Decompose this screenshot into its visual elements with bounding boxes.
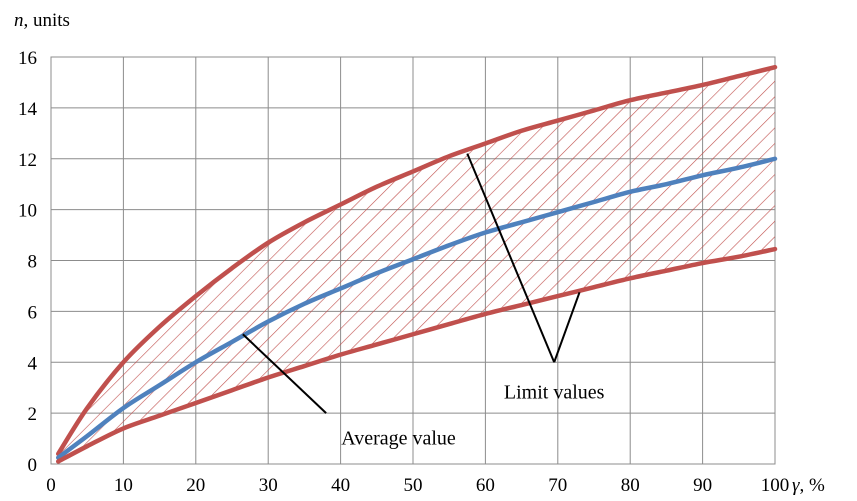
- x-tick-label-50: 50: [404, 475, 423, 496]
- x-axis-unit: , %: [800, 475, 826, 496]
- x-tick-label-40: 40: [331, 475, 350, 496]
- x-axis-symbol: γ: [792, 475, 800, 496]
- y-tick-label-6: 6: [28, 302, 38, 323]
- y-tick-label-10: 10: [18, 201, 37, 222]
- annotation-leader-0-0: [242, 333, 327, 414]
- x-tick-label-60: 60: [476, 475, 495, 496]
- annotation-average-value: Average value: [341, 427, 456, 449]
- x-tick-label-80: 80: [621, 475, 640, 496]
- y-tick-label-8: 8: [28, 252, 38, 273]
- y-axis-title: n, units: [14, 10, 70, 31]
- x-tick-label-70: 70: [548, 475, 567, 496]
- y-tick-label-14: 14: [18, 99, 38, 120]
- y-axis-symbol: n: [14, 10, 24, 31]
- y-tick-label-2: 2: [28, 404, 38, 425]
- annotation-leader-1-1: [553, 291, 581, 363]
- series-line-average: [55, 156, 778, 460]
- annotation-limit-values: Limit values: [504, 382, 605, 404]
- x-tick-label-10: 10: [114, 475, 133, 496]
- tick-labels: 0 10 20 30 40 50 60 70 80 90 100 0 2 4 6 8 10 12 14 16: [18, 48, 789, 496]
- x-tick-label-20: 20: [186, 475, 205, 496]
- annotation-leader-1-0: [466, 153, 556, 363]
- x-tick-label-30: 30: [259, 475, 278, 496]
- annotation-leaders: [242, 153, 581, 414]
- annotation-labels: Average value Limit values: [341, 382, 604, 450]
- y-tick-label-12: 12: [18, 150, 37, 171]
- plot-frame: [50, 56, 776, 465]
- series-line-lower-limit: [55, 246, 778, 464]
- limit-band-hatch: [58, 67, 775, 462]
- x-axis-title: γ, %: [792, 475, 825, 496]
- x-tick-label-100: 100: [761, 475, 790, 496]
- y-tick-label-16: 16: [18, 48, 37, 69]
- series-lines: [55, 64, 778, 464]
- x-tick-label-0: 0: [46, 475, 56, 496]
- y-tick-label-0: 0: [28, 455, 38, 476]
- series-line-upper-limit: [55, 64, 778, 457]
- y-axis-unit: , units: [24, 10, 70, 31]
- x-tick-label-90: 90: [693, 475, 712, 496]
- y-tick-label-4: 4: [28, 353, 38, 374]
